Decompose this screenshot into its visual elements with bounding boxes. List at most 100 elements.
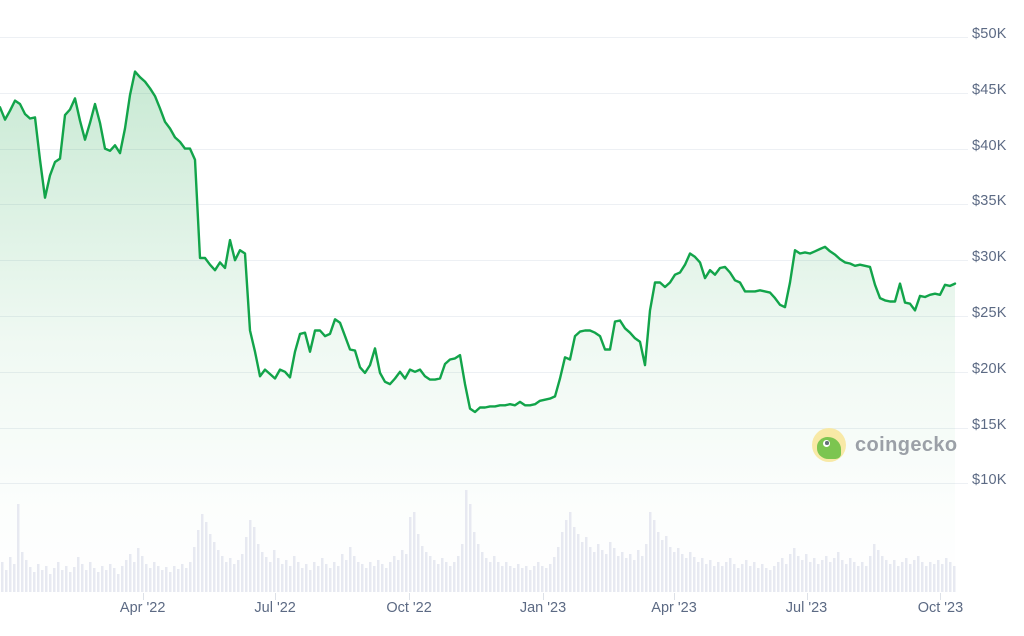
volume-bar — [841, 560, 844, 592]
volume-bar — [245, 537, 248, 592]
volume-bars — [1, 490, 956, 592]
volume-bar — [697, 562, 700, 592]
volume-bar — [377, 560, 380, 592]
volume-bar — [845, 564, 848, 592]
volume-bar — [33, 572, 36, 592]
volume-bar — [501, 566, 504, 592]
volume-bar — [701, 558, 704, 592]
x-axis-tick-label: Oct '23 — [917, 600, 964, 616]
volume-bar — [349, 547, 352, 592]
volume-bar — [17, 504, 20, 592]
volume-bar — [381, 564, 384, 592]
y-axis-tick-label: $25K — [972, 305, 1007, 321]
volume-bar — [745, 560, 748, 592]
volume-bar — [369, 562, 372, 592]
x-axis-tick-label: Jul '23 — [785, 600, 828, 616]
volume-bar — [41, 570, 44, 592]
volume-bar — [21, 552, 24, 592]
volume-bar — [893, 560, 896, 592]
volume-bar — [29, 567, 32, 592]
volume-bar — [141, 556, 144, 592]
volume-bar — [109, 564, 112, 592]
volume-bar — [405, 554, 408, 592]
x-axis-tick — [674, 593, 676, 600]
gridline — [0, 37, 968, 38]
volume-bar — [221, 556, 224, 592]
volume-bar — [869, 556, 872, 592]
y-axis-tick-label: $50K — [972, 26, 1007, 42]
x-axis-tick-label: Jan '23 — [519, 600, 567, 616]
volume-bar — [553, 557, 556, 592]
volume-bar — [769, 570, 772, 592]
volume-bar — [73, 567, 76, 592]
x-axis-tick — [142, 593, 144, 600]
volume-bar — [665, 536, 668, 592]
volume-bar — [513, 568, 516, 592]
gridline — [0, 260, 968, 262]
volume-bar — [497, 562, 500, 592]
volume-bar — [265, 557, 268, 592]
volume-bar — [217, 550, 220, 592]
coingecko-watermark: coingecko — [812, 428, 958, 462]
volume-bar — [325, 564, 328, 592]
volume-bar — [825, 556, 828, 592]
volume-bar — [237, 560, 240, 592]
volume-bar — [209, 534, 212, 592]
x-axis-tick-label: Apr '23 — [651, 600, 697, 616]
y-axis-tick-label: $20K — [972, 360, 1007, 377]
volume-bar — [161, 570, 164, 592]
volume-bar — [585, 537, 588, 592]
gridline — [0, 371, 968, 373]
volume-bar — [297, 562, 300, 592]
volume-bar — [933, 564, 936, 592]
volume-bar — [125, 560, 128, 592]
volume-bar — [393, 556, 396, 592]
volume-bar — [37, 564, 40, 592]
volume-bar — [793, 548, 796, 592]
volume-bar — [721, 566, 724, 592]
volume-bar — [877, 550, 880, 592]
volume-bar — [533, 566, 536, 592]
volume-bar — [945, 558, 948, 592]
x-axis-tick — [543, 593, 544, 600]
volume-bar — [561, 532, 564, 592]
volume-bar — [317, 566, 320, 592]
volume-bar — [473, 532, 476, 592]
volume-bar — [417, 534, 420, 592]
volume-bar — [277, 558, 280, 592]
volume-bar — [529, 570, 532, 592]
volume-bar — [461, 544, 464, 592]
volume-bar — [197, 530, 200, 592]
volume-bar — [573, 527, 576, 592]
volume-bar — [241, 554, 244, 592]
volume-bar — [81, 564, 84, 592]
volume-bar — [913, 560, 916, 592]
volume-bar — [689, 552, 692, 592]
volume-bar — [733, 564, 736, 592]
volume-bar — [905, 558, 908, 592]
volume-bar — [389, 562, 392, 592]
volume-bar — [673, 552, 676, 592]
volume-bar — [133, 562, 136, 592]
y-axis-tick-label: $10K — [972, 472, 1007, 489]
x-axis-tick — [806, 593, 808, 600]
volume-bar — [453, 562, 456, 592]
volume-bar — [777, 562, 780, 592]
volume-bar — [725, 562, 728, 592]
volume-bar — [117, 574, 120, 592]
volume-bar — [765, 568, 768, 592]
volume-bar — [605, 554, 608, 592]
volume-bar — [741, 564, 744, 592]
volume-bar — [637, 550, 640, 592]
volume-bar — [489, 562, 492, 592]
volume-bar — [537, 562, 540, 592]
volume-bar — [857, 566, 860, 592]
volume-bar — [173, 566, 176, 592]
volume-bar — [225, 562, 228, 592]
volume-bar — [465, 490, 468, 592]
volume-bar — [661, 540, 664, 592]
volume-bar — [193, 547, 196, 592]
volume-bar — [337, 566, 340, 592]
